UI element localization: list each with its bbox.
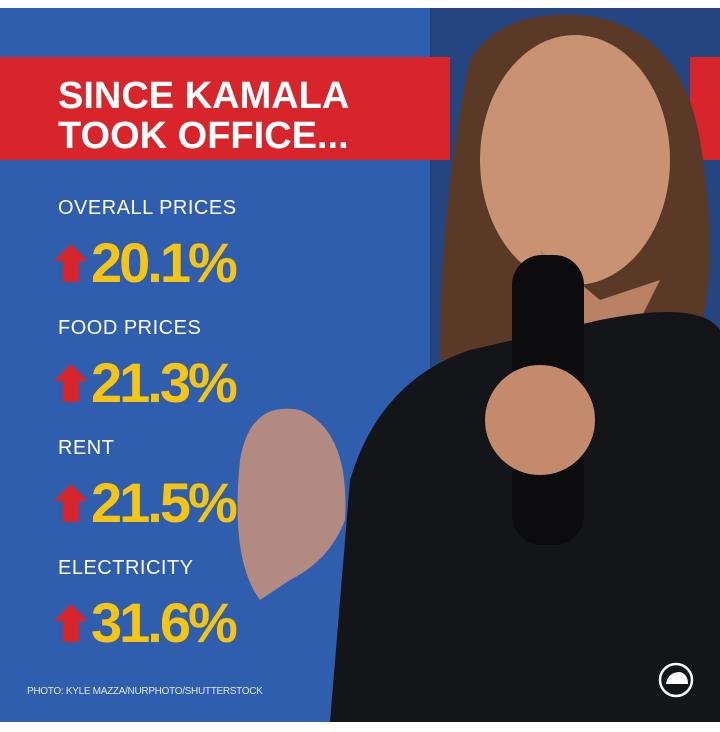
- stat-value: 21.3%: [91, 351, 237, 414]
- stat-value: 31.6%: [91, 591, 237, 654]
- stat-value: 21.5%: [91, 471, 237, 534]
- title-line: SINCE KAMALA: [58, 75, 349, 117]
- title-line: TOOK OFFICE...: [58, 115, 349, 157]
- logo-elephant: [666, 672, 688, 684]
- stats: OVERALL PRICES 20.1% FOOD PRICES 21.3% RENT 2…: [54, 197, 240, 654]
- up-arrow: [54, 244, 88, 282]
- photo-credit: PHOTO: KYLE MAZZA/NURPHOTO/SHUTTERSTOCK: [27, 686, 263, 697]
- stat-label: FOOD PRICES: [58, 317, 201, 339]
- stat-label: RENT: [58, 437, 114, 459]
- blurred-hand: [237, 408, 346, 600]
- stat-label: OVERALL PRICES: [58, 197, 237, 219]
- hand: [485, 365, 595, 475]
- stat-label: ELECTRICITY: [58, 557, 194, 579]
- logo: [658, 662, 694, 698]
- stat-value: 20.1%: [91, 231, 237, 294]
- up-arrow: [54, 604, 88, 642]
- face: [480, 35, 670, 285]
- up-arrow: [54, 364, 88, 402]
- photo: [237, 8, 720, 722]
- title-banner: [0, 57, 450, 160]
- up-arrow: [54, 484, 88, 522]
